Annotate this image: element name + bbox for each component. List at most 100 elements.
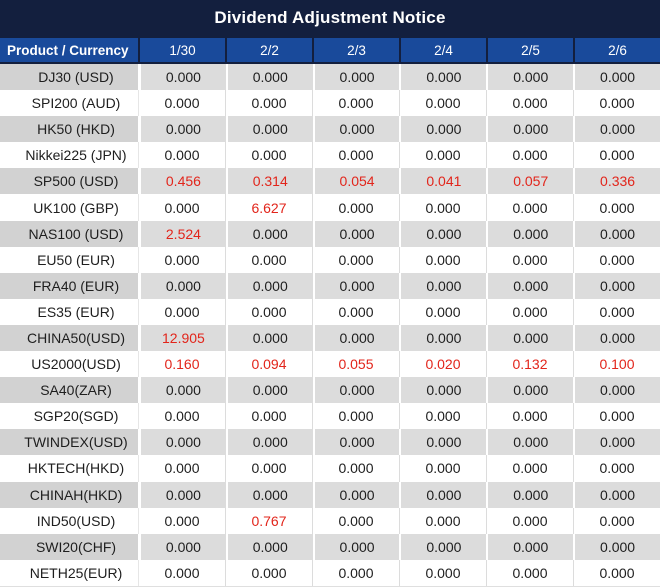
value-cell: 0.000 xyxy=(486,455,573,482)
value-cell: 0.000 xyxy=(573,377,660,404)
value-cell: 0.000 xyxy=(573,64,660,91)
table-row: FRA40 (EUR) 0.000 0.000 0.000 0.000 0.000 0.00… xyxy=(0,272,660,299)
table-row: EU50 (EUR) 0.000 0.000 0.000 0.000 0.000 0.000 xyxy=(0,246,660,273)
value-cell: 0.000 xyxy=(573,90,660,117)
value-cell: 0.000 xyxy=(399,533,487,560)
product-cell: CHINA50(USD) xyxy=(0,324,138,352)
value-cell: 0.000 xyxy=(225,220,313,247)
product-cell: NAS100 (USD) xyxy=(0,220,138,247)
value-cell: 0.000 xyxy=(573,403,660,430)
value-cell: 0.000 xyxy=(399,377,487,404)
value-cell: 0.000 xyxy=(573,533,660,560)
table-row: ES35 (EUR) 0.000 0.000 0.000 0.000 0.000 0.000 xyxy=(0,298,660,325)
value-cell: 0.000 xyxy=(138,559,225,586)
value-cell: 6.627 xyxy=(225,194,312,221)
value-cell: 0.000 xyxy=(225,377,313,404)
product-cell: HKTECH(HKD) xyxy=(0,455,138,482)
value-cell: 0.000 xyxy=(138,246,225,273)
value-cell: 0.000 xyxy=(573,194,660,221)
value-cell: 0.000 xyxy=(573,220,660,247)
product-cell: FRA40 (EUR) xyxy=(0,272,138,299)
value-cell: 0.000 xyxy=(225,429,313,456)
value-cell: 0.000 xyxy=(399,403,486,430)
value-cell: 0.041 xyxy=(399,168,487,195)
value-cell: 0.000 xyxy=(399,64,487,91)
value-cell: 0.000 xyxy=(399,481,487,508)
value-cell: 0.000 xyxy=(486,116,574,143)
product-cell: US2000(USD) xyxy=(0,351,138,378)
value-cell: 0.000 xyxy=(399,220,487,247)
value-cell: 0.000 xyxy=(573,116,660,143)
value-cell: 0.000 xyxy=(573,272,660,299)
value-cell: 0.000 xyxy=(312,272,400,299)
value-cell: 0.000 xyxy=(225,324,313,352)
value-cell: 0.000 xyxy=(399,455,486,482)
value-cell: 0.000 xyxy=(399,324,487,352)
value-cell: 0.000 xyxy=(138,64,226,91)
value-cell: 0.000 xyxy=(486,481,574,508)
table-row: Nikkei225 (JPN) 0.000 0.000 0.000 0.000 0.000… xyxy=(0,142,660,169)
value-cell: 0.000 xyxy=(225,246,312,273)
value-cell: 0.000 xyxy=(225,455,312,482)
product-cell: SA40(ZAR) xyxy=(0,377,138,404)
value-cell: 0.000 xyxy=(573,246,660,273)
value-cell: 12.905 xyxy=(138,324,226,352)
value-cell: 0.000 xyxy=(399,559,486,586)
value-cell: 0.000 xyxy=(138,403,225,430)
table-header-row: Product / Currency 1/30 2/2 2/3 2/4 2/5 2/6 xyxy=(0,36,660,64)
value-cell: 0.094 xyxy=(225,351,312,378)
value-cell: 0.000 xyxy=(573,142,660,169)
value-cell: 0.000 xyxy=(138,455,225,482)
table-row: IND50(USD) 0.000 0.767 0.000 0.000 0.000 0.000 xyxy=(0,507,660,534)
value-cell: 0.000 xyxy=(573,298,660,325)
column-header-product-currency: Product / Currency xyxy=(7,42,129,58)
value-cell: 0.000 xyxy=(573,507,660,534)
product-cell: SGP20(SGD) xyxy=(0,403,138,430)
value-cell: 0.000 xyxy=(138,90,225,117)
product-cell: SPI200 (AUD) xyxy=(0,90,138,117)
value-cell: 0.456 xyxy=(138,168,226,195)
value-cell: 0.000 xyxy=(225,559,312,586)
value-cell: 0.000 xyxy=(399,116,487,143)
value-cell: 0.020 xyxy=(399,351,486,378)
value-cell: 0.055 xyxy=(312,351,399,378)
value-cell: 0.000 xyxy=(312,455,399,482)
value-cell: 0.160 xyxy=(138,351,225,378)
value-cell: 0.000 xyxy=(486,194,573,221)
table-row: SGP20(SGD) 0.000 0.000 0.000 0.000 0.000 0.000 xyxy=(0,403,660,430)
value-cell: 0.314 xyxy=(225,168,313,195)
column-header-date: 2/2 xyxy=(225,38,312,62)
value-cell: 0.054 xyxy=(312,168,400,195)
value-cell: 0.000 xyxy=(486,507,573,534)
table-row: SWI20(CHF) 0.000 0.000 0.000 0.000 0.000 0.000 xyxy=(0,533,660,560)
value-cell: 0.000 xyxy=(573,559,660,586)
value-cell: 0.000 xyxy=(573,481,660,508)
column-header-date: 2/5 xyxy=(486,38,573,62)
table-row: NAS100 (USD) 2.524 0.000 0.000 0.000 0.000 0.0… xyxy=(0,220,660,247)
value-cell: 0.000 xyxy=(138,194,225,221)
product-cell: EU50 (EUR) xyxy=(0,246,138,273)
value-cell: 0.000 xyxy=(486,298,573,325)
table-row: UK100 (GBP) 0.000 6.627 0.000 0.000 0.000 0.00… xyxy=(0,194,660,221)
value-cell: 0.000 xyxy=(138,142,225,169)
table-row: NETH25(EUR) 0.000 0.000 0.000 0.000 0.000 0.00… xyxy=(0,559,660,586)
table-row: SPI200 (AUD) 0.000 0.000 0.000 0.000 0.000 0.0… xyxy=(0,90,660,117)
value-cell: 0.000 xyxy=(312,324,400,352)
table-row: HK50 (HKD) 0.000 0.000 0.000 0.000 0.000 0.000 xyxy=(0,116,660,143)
value-cell: 0.000 xyxy=(312,533,400,560)
product-cell: DJ30 (USD) xyxy=(0,64,138,91)
value-cell: 0.000 xyxy=(312,377,400,404)
table-row: US2000(USD) 0.160 0.094 0.055 0.020 0.132 0.10… xyxy=(0,351,660,378)
value-cell: 0.000 xyxy=(225,142,312,169)
value-cell: 0.000 xyxy=(486,377,574,404)
value-cell: 0.000 xyxy=(486,559,573,586)
value-cell: 0.000 xyxy=(138,377,226,404)
value-cell: 0.000 xyxy=(486,272,574,299)
value-cell: 0.000 xyxy=(312,403,399,430)
value-cell: 0.000 xyxy=(312,559,399,586)
value-cell: 0.000 xyxy=(225,481,313,508)
value-cell: 0.000 xyxy=(225,403,312,430)
value-cell: 0.000 xyxy=(312,90,399,117)
table-body: DJ30 (USD) 0.000 0.000 0.000 0.000 0.000 0.000… xyxy=(0,64,660,587)
